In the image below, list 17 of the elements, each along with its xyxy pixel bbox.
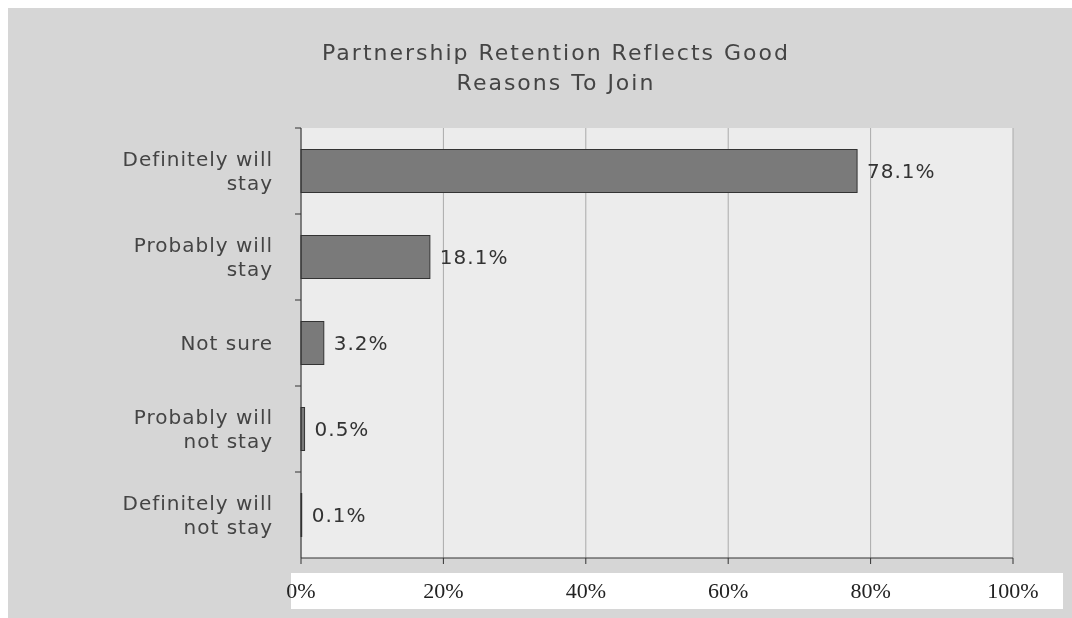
x-tick-label: 40% [565,578,606,603]
x-tick-label: 60% [708,578,749,603]
y-tick-label: Probably will stay [133,233,273,281]
data-label: 18.1% [439,245,509,269]
x-tick-label: 100% [987,578,1039,603]
y-tick-label: Probably will not stay [133,405,273,453]
data-label: 0.5% [314,417,370,441]
y-tick-label: Definitely will stay [122,147,273,195]
chart-title: Partnership Retention Reflects Good Reasons To Join [322,40,790,95]
x-tick-label: 0% [286,578,316,603]
data-label: 78.1% [867,159,936,183]
x-tick-label: 80% [850,578,891,603]
y-tick-label: Definitely will not stay [122,491,273,539]
data-label: 0.1% [311,503,367,527]
data-label: 3.2% [333,331,389,355]
x-tick-label: 20% [423,578,464,603]
y-tick-label: Not sure [180,331,273,355]
